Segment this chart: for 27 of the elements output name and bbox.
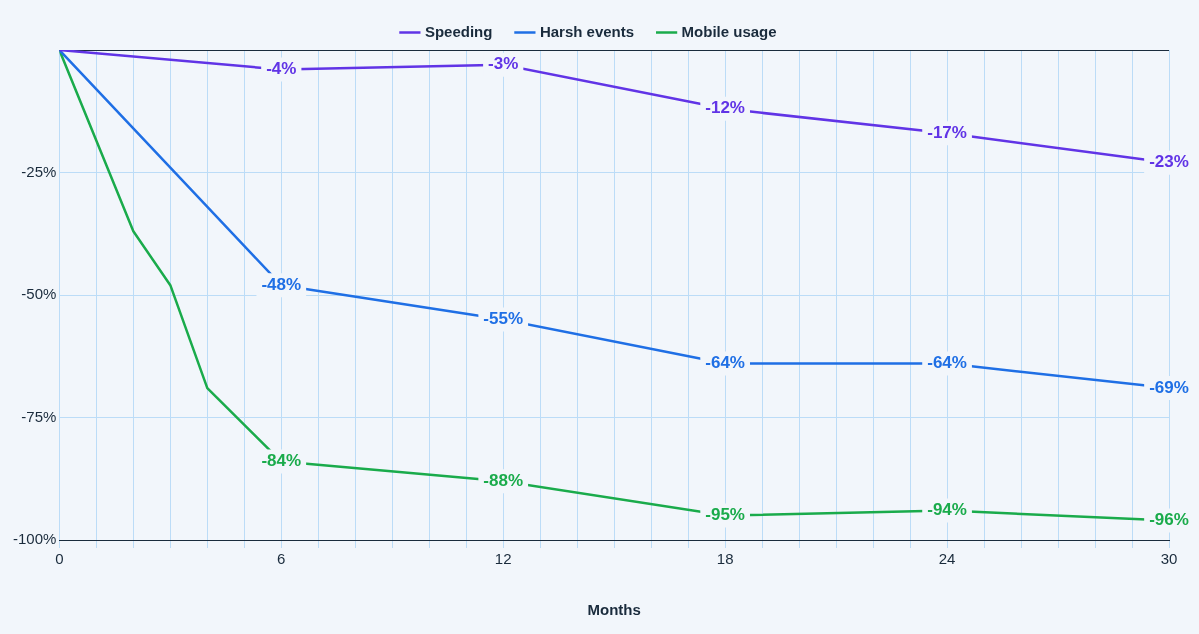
y-tick-label: -100% — [13, 530, 57, 548]
data-label: -94% — [927, 500, 967, 520]
x-tick-label: 30 — [1160, 550, 1178, 568]
data-label: -96% — [1149, 510, 1189, 530]
x-tick-label: 18 — [716, 550, 734, 568]
x-tick-label: 0 — [55, 550, 64, 568]
x-axis-title: Months — [587, 601, 641, 619]
data-label: -12% — [705, 98, 745, 118]
data-label: -64% — [705, 353, 745, 373]
data-label: -69% — [1149, 377, 1189, 397]
legend-label: Mobile usage — [681, 22, 777, 40]
data-label: -84% — [261, 451, 302, 471]
y-tick-label: -50% — [21, 285, 57, 303]
y-tick-label: -75% — [21, 407, 57, 425]
x-tick-label: 24 — [938, 550, 956, 568]
data-label: -64% — [927, 353, 967, 373]
data-label: -17% — [927, 122, 967, 142]
x-tick-label: 12 — [494, 550, 512, 568]
data-label: -95% — [705, 505, 745, 525]
y-tick-label: -25% — [21, 162, 57, 180]
legend-label: Harsh events — [539, 22, 635, 40]
data-label: -48% — [261, 274, 302, 294]
legend-label: Speeding — [424, 22, 493, 40]
data-label: -88% — [483, 470, 524, 490]
x-tick-label: 6 — [277, 550, 286, 568]
data-label: -23% — [1149, 152, 1189, 172]
data-label: -55% — [483, 309, 524, 329]
